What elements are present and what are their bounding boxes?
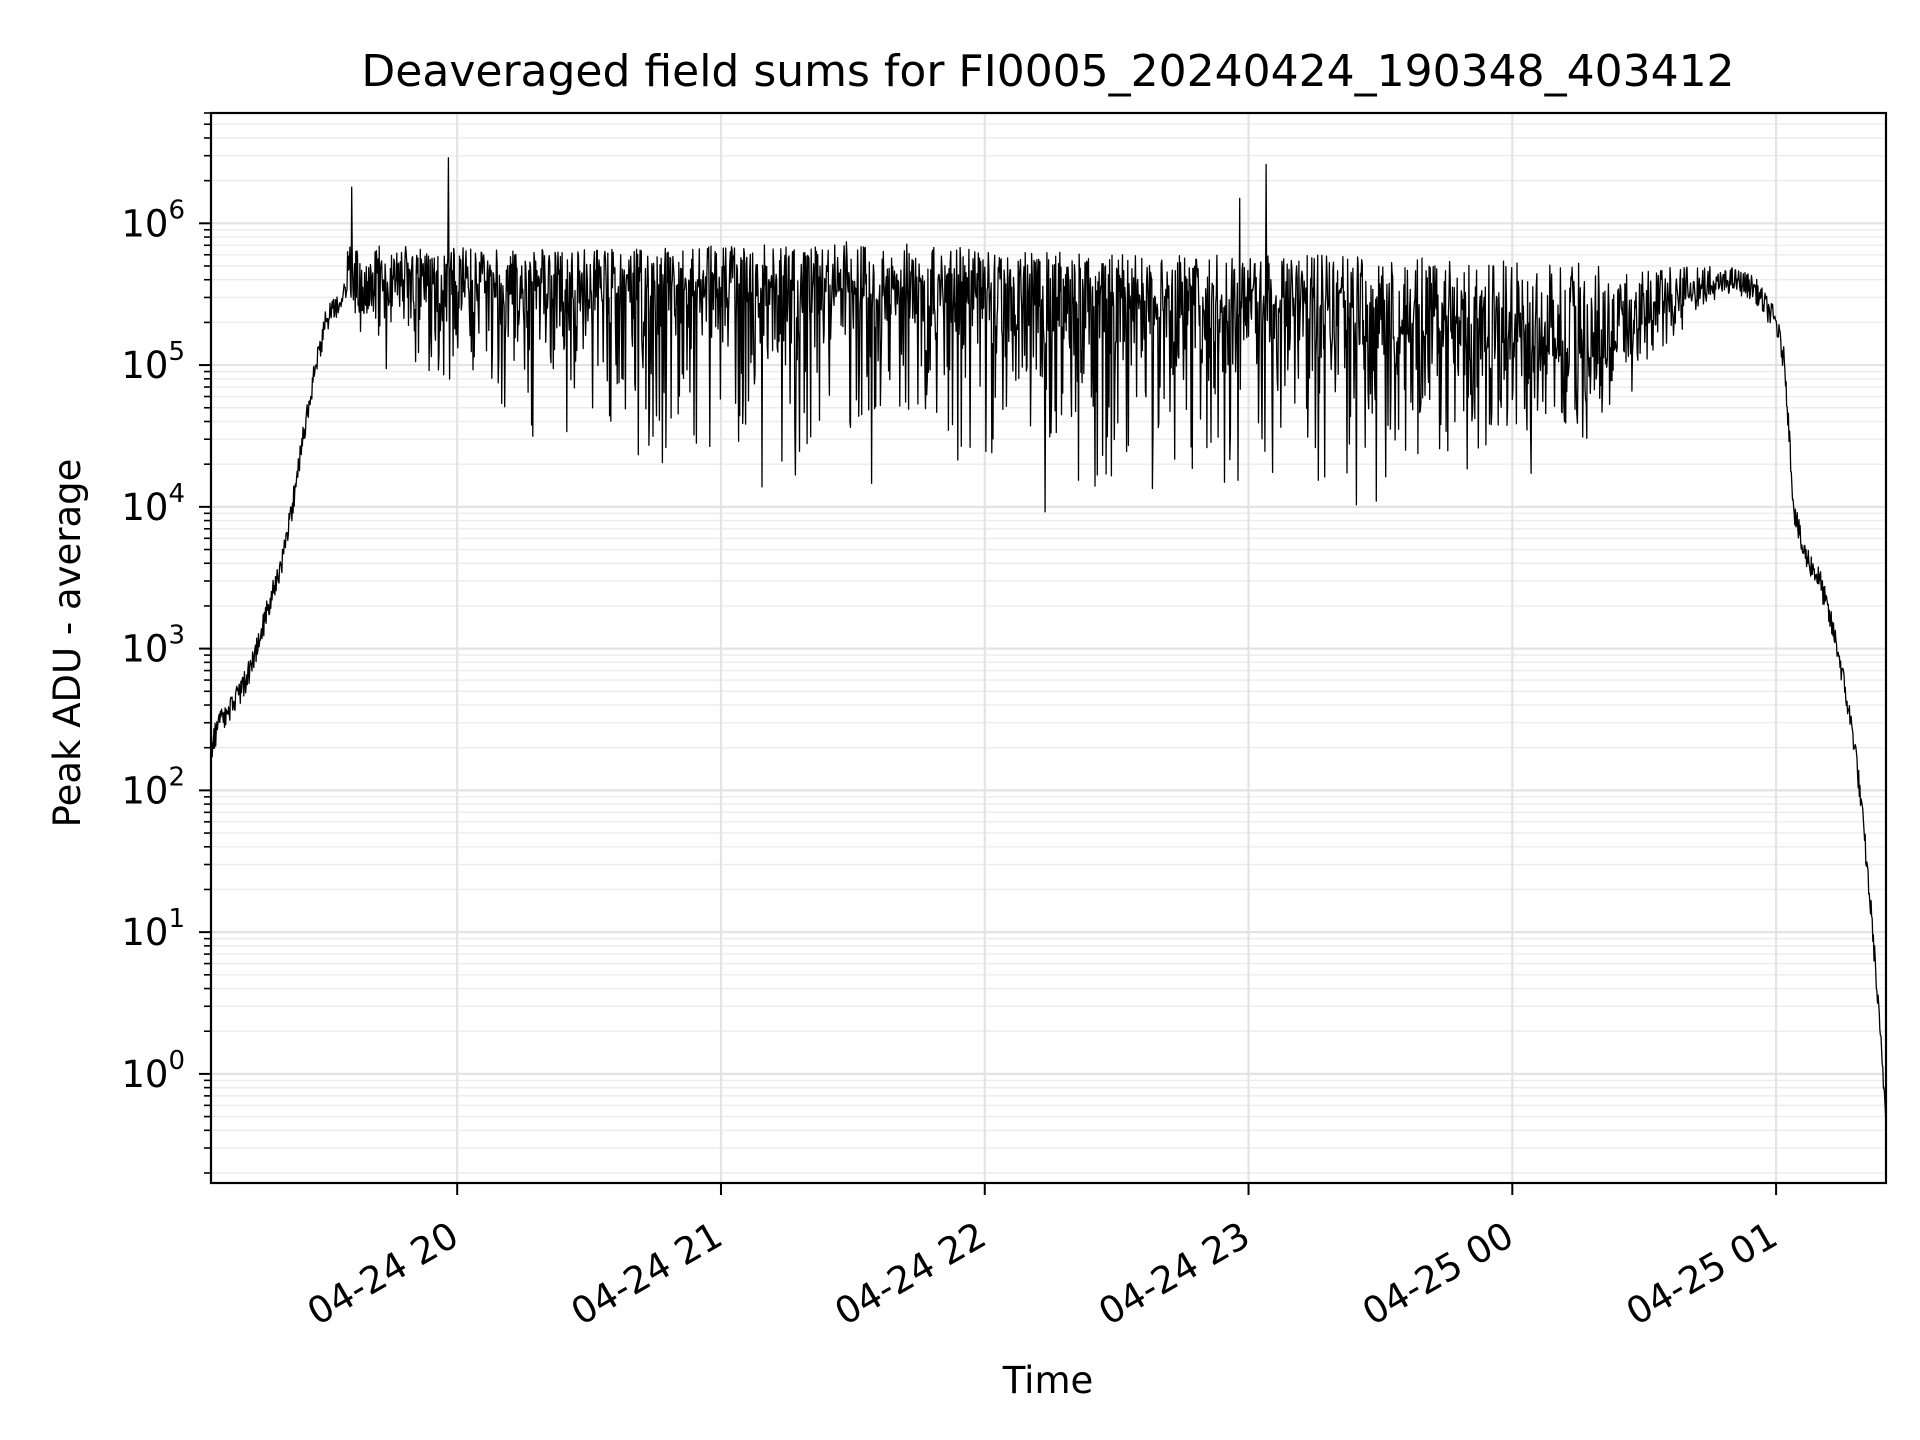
y-tick-label: 105	[121, 337, 185, 387]
series-line	[210, 157, 1887, 1120]
y-tick-label: 103	[121, 621, 185, 671]
grid-layer	[211, 112, 1886, 1183]
y-axis-label: Peak ADU - average	[46, 459, 89, 828]
series-layer	[210, 157, 1887, 1120]
x-axis-label: Time	[1002, 1359, 1094, 1402]
y-tick-label: 101	[121, 904, 185, 954]
y-tick-label: 102	[121, 762, 185, 812]
chart-title: Deaveraged field sums for FI0005_2024042…	[361, 46, 1734, 97]
y-tick-label: 106	[121, 195, 185, 245]
y-tick-label: 100	[121, 1046, 185, 1096]
y-tick-label: 104	[121, 479, 185, 529]
